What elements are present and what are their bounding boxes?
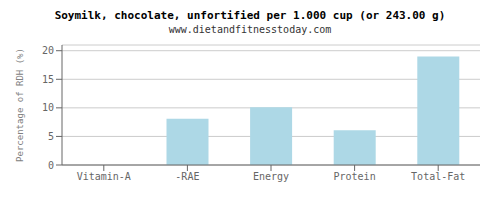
svg-text:Percentage of RDH (%): Percentage of RDH (%)	[15, 48, 25, 162]
svg-text:0: 0	[48, 160, 54, 171]
html-text:www.dietandfitnesstoday.com: www.dietandfitnesstoday.com	[168, 24, 332, 35]
svg-text:5: 5	[48, 131, 54, 142]
svg-text:Total-Fat: Total-Fat	[411, 171, 465, 182]
svg-text:15: 15	[42, 74, 54, 85]
svg-text:Protein: Protein	[334, 171, 376, 182]
svg-text:20: 20	[42, 45, 54, 56]
html-text:Soymilk, chocolate, unfortifie: Soymilk, chocolate, unfortified per 1.00…	[54, 9, 446, 22]
svg-text:Energy: Energy	[253, 171, 289, 182]
svg-text:10: 10	[42, 102, 54, 113]
svg-text:-RAE: -RAE	[175, 171, 199, 182]
svg-text:Vitamin-A: Vitamin-A	[77, 171, 131, 182]
